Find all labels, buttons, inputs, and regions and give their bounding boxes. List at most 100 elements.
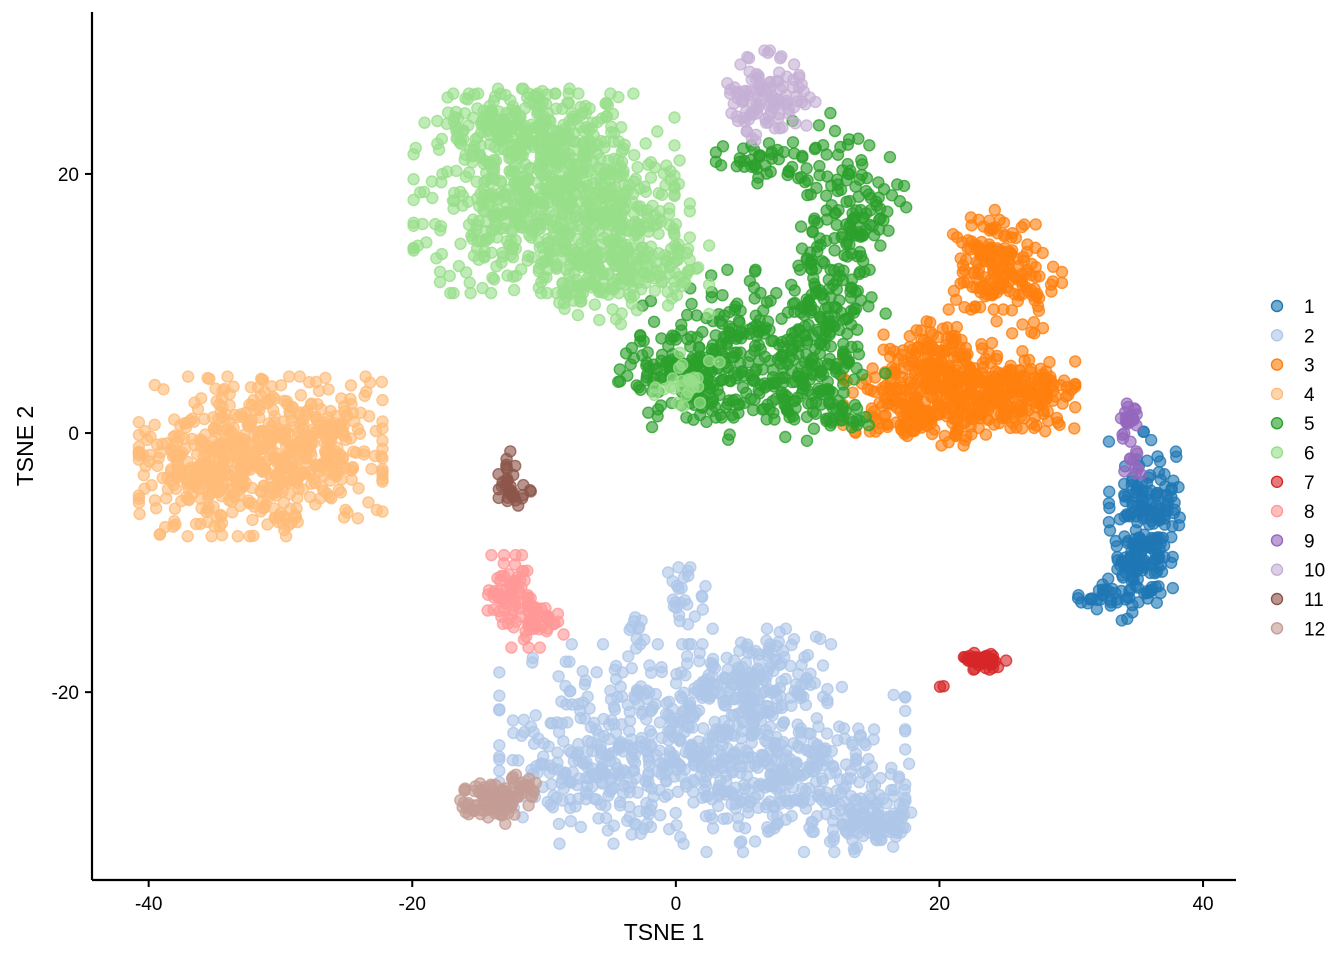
data-point (753, 648, 766, 661)
data-point (1071, 592, 1085, 605)
data-point (279, 530, 293, 543)
data-point (957, 439, 970, 452)
data-point (635, 731, 648, 745)
data-point (478, 251, 491, 264)
data-point (668, 111, 681, 124)
data-point (550, 135, 563, 148)
data-point (1046, 394, 1060, 407)
data-point (824, 638, 838, 651)
data-point (719, 753, 733, 766)
data-point (663, 823, 676, 836)
data-point (491, 132, 504, 146)
data-point (841, 157, 854, 171)
data-point (648, 161, 661, 174)
data-point (590, 793, 603, 806)
data-point (661, 566, 675, 579)
data-point (599, 97, 612, 110)
data-point (1004, 268, 1018, 281)
data-point (688, 749, 701, 762)
data-point (550, 157, 564, 170)
data-point (987, 303, 1000, 316)
data-point (561, 96, 574, 110)
data-point (664, 173, 677, 186)
data-point (671, 764, 684, 777)
data-point (1050, 411, 1064, 425)
data-point (247, 393, 260, 407)
data-point (1016, 318, 1029, 331)
data-point (299, 451, 312, 464)
data-point (852, 348, 866, 361)
data-point (740, 769, 754, 783)
data-point (613, 799, 627, 812)
data-point (680, 650, 694, 663)
data-point (619, 766, 632, 779)
data-point (686, 721, 699, 734)
data-point (289, 511, 303, 524)
data-point (250, 444, 264, 458)
data-point (322, 383, 335, 396)
data-point (515, 218, 528, 232)
data-point (784, 659, 797, 673)
data-point (166, 450, 180, 463)
data-point (794, 689, 808, 702)
data-point (683, 231, 696, 244)
data-point (1015, 275, 1029, 288)
data-point (645, 420, 659, 434)
data-point (748, 791, 762, 804)
data-point (742, 806, 755, 819)
data-point (420, 236, 433, 249)
data-point (688, 610, 702, 623)
data-point (672, 361, 686, 374)
data-point (570, 748, 583, 762)
data-point (663, 745, 676, 758)
data-point (1060, 381, 1074, 394)
data-point (623, 786, 636, 799)
data-point (823, 352, 836, 366)
data-point (893, 194, 907, 208)
data-point (1113, 513, 1127, 526)
data-point (548, 617, 561, 630)
data-point (675, 666, 688, 679)
data-point (670, 289, 684, 302)
data-point (736, 660, 749, 674)
data-point (1047, 378, 1060, 391)
data-point (624, 358, 637, 371)
data-point (139, 460, 152, 473)
data-point (241, 418, 254, 432)
data-point (660, 696, 673, 710)
cluster-6-points (407, 82, 726, 413)
data-point (748, 835, 762, 848)
data-point (563, 157, 576, 170)
data-point (812, 119, 826, 132)
data-point (716, 289, 729, 302)
data-point (787, 633, 801, 646)
data-point (255, 372, 268, 385)
data-point (508, 118, 521, 132)
data-point (602, 748, 615, 761)
data-point (859, 765, 872, 778)
data-point (706, 395, 719, 408)
data-point (744, 349, 757, 362)
data-point (866, 362, 879, 375)
data-point (682, 698, 695, 711)
data-point (324, 404, 337, 418)
data-point (484, 156, 497, 169)
data-point (702, 354, 716, 368)
cluster-3-points (837, 203, 1082, 452)
data-point (674, 596, 687, 610)
data-point (940, 410, 953, 423)
data-point (1022, 404, 1035, 417)
data-point (779, 400, 793, 413)
data-point (574, 286, 587, 299)
data-point (300, 408, 313, 422)
data-point (845, 789, 858, 803)
data-point (785, 809, 798, 823)
data-point (747, 374, 760, 388)
data-point (635, 283, 648, 296)
data-point (735, 760, 748, 773)
data-point (409, 141, 422, 155)
data-point (738, 822, 752, 835)
data-point (1068, 401, 1082, 414)
data-point (544, 716, 557, 730)
